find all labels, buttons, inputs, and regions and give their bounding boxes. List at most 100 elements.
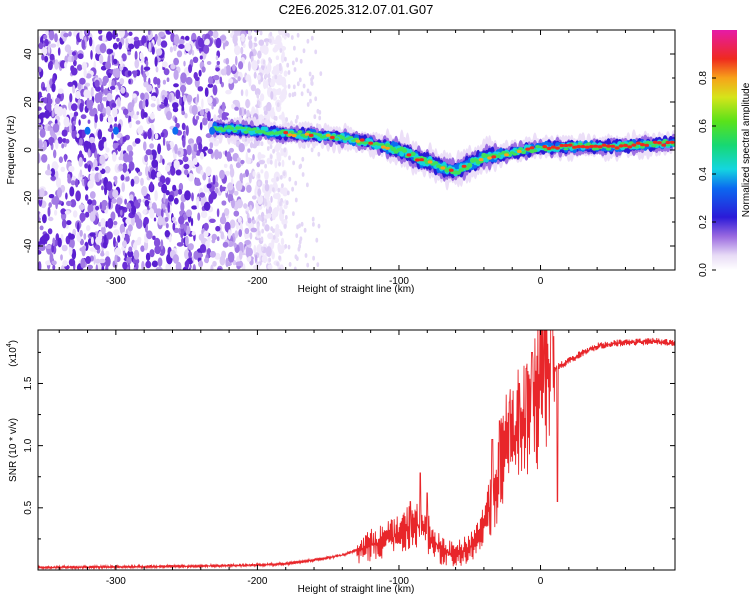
noise-speckle bbox=[166, 110, 172, 121]
noise-speckle bbox=[148, 77, 151, 86]
noise-speckle bbox=[152, 235, 156, 240]
noise-speckle bbox=[254, 36, 257, 42]
noise-speckle bbox=[264, 170, 269, 181]
noise-speckle bbox=[281, 78, 286, 87]
noise-speckle bbox=[316, 108, 320, 114]
ridge-peak bbox=[580, 145, 586, 149]
noise-speckle bbox=[90, 50, 93, 60]
noise-speckle bbox=[199, 55, 203, 60]
noise-speckle bbox=[217, 267, 222, 270]
noise-speckle bbox=[198, 142, 203, 152]
noise-speckle bbox=[272, 187, 275, 193]
noise-speckle bbox=[172, 254, 179, 264]
noise-speckle bbox=[68, 247, 73, 256]
noise-speckle bbox=[61, 143, 65, 149]
noise-speckle bbox=[234, 106, 239, 111]
noise-speckle bbox=[216, 236, 220, 242]
ridge-peak bbox=[525, 147, 531, 151]
noise-speckle bbox=[194, 181, 202, 186]
noise-speckle bbox=[154, 133, 159, 140]
noise-speckle bbox=[155, 266, 163, 270]
noise-speckle bbox=[264, 163, 267, 169]
noise-speckle bbox=[69, 186, 75, 197]
noise-speckle bbox=[317, 151, 321, 157]
ridge-peak bbox=[487, 156, 492, 160]
noise-speckle bbox=[263, 106, 267, 112]
noise-speckle bbox=[281, 111, 285, 123]
noise-speckle bbox=[90, 87, 94, 98]
noise-speckle bbox=[150, 169, 157, 180]
noise-speckle bbox=[270, 195, 273, 203]
noise-speckle bbox=[281, 183, 284, 189]
noise-speckle bbox=[240, 159, 245, 165]
noise-speckle bbox=[89, 172, 96, 183]
noise-speckle bbox=[50, 43, 57, 48]
noise-speckle bbox=[236, 199, 243, 209]
noise-speckle bbox=[144, 199, 150, 207]
noise-speckle bbox=[249, 232, 253, 240]
noise-speckle bbox=[207, 96, 213, 104]
noise-speckle bbox=[213, 74, 220, 81]
noise-speckle bbox=[169, 46, 173, 53]
noise-speckle bbox=[192, 56, 199, 63]
noise-speckle bbox=[71, 128, 77, 140]
noise-speckle bbox=[295, 233, 299, 239]
noise-speckle bbox=[87, 148, 91, 158]
noise-speckle bbox=[90, 236, 94, 245]
spectrogram-x-axis-label: Height of straight line (km) bbox=[298, 284, 415, 295]
noise-speckle bbox=[112, 151, 117, 162]
noise-speckle bbox=[284, 215, 288, 220]
noise-speckle bbox=[86, 225, 91, 232]
noise-speckle bbox=[210, 264, 214, 270]
noise-speckle bbox=[282, 187, 289, 197]
ridge-blob bbox=[577, 142, 583, 146]
noise-speckle bbox=[90, 142, 96, 154]
ridge-blob bbox=[433, 161, 439, 165]
noise-speckle bbox=[63, 32, 69, 38]
noise-speckle bbox=[48, 202, 52, 208]
noise-speckle bbox=[148, 41, 151, 53]
noise-speckle bbox=[225, 57, 230, 65]
noise-speckle bbox=[235, 55, 238, 66]
noise-speckle bbox=[277, 242, 281, 252]
noise-speckle bbox=[166, 143, 171, 151]
noise-speckle bbox=[138, 100, 144, 110]
ridge-peak bbox=[448, 168, 454, 172]
noise-speckle bbox=[48, 194, 55, 199]
noise-speckle bbox=[105, 250, 110, 257]
noise-speckle bbox=[186, 94, 193, 103]
noise-speckle bbox=[121, 136, 127, 143]
noise-speckle bbox=[156, 152, 161, 163]
noise-speckle bbox=[64, 153, 67, 162]
ridge-peak bbox=[610, 144, 616, 148]
noise-speckle bbox=[298, 77, 302, 83]
noise-speckle bbox=[133, 38, 140, 49]
noise-speckle bbox=[50, 175, 56, 181]
y-tick-label: -40 bbox=[23, 238, 34, 253]
colorbar-ticks: 0.0 0.2 0.4 0.6 0.8 bbox=[698, 71, 716, 277]
noise-speckle bbox=[184, 190, 191, 201]
noise-speckle bbox=[225, 64, 232, 76]
noise-speckle bbox=[155, 66, 159, 73]
noise-speckle bbox=[43, 34, 48, 40]
noise-speckle bbox=[173, 197, 179, 205]
noise-speckle bbox=[101, 185, 104, 191]
noise-speckle bbox=[127, 51, 131, 56]
noise-speckle bbox=[114, 177, 118, 185]
noise-speckle bbox=[282, 171, 286, 177]
ridge-peak bbox=[529, 146, 535, 150]
ridge-blob bbox=[605, 147, 612, 151]
noise-speckle bbox=[279, 175, 283, 180]
noise-speckle bbox=[215, 37, 222, 49]
noise-speckle bbox=[54, 33, 58, 43]
noise-speckle bbox=[316, 262, 320, 267]
noise-speckle bbox=[101, 266, 105, 270]
noise-speckle bbox=[143, 216, 149, 225]
noise-speckle bbox=[198, 260, 204, 268]
noise-speckle bbox=[290, 35, 294, 40]
noise-speckle bbox=[217, 191, 222, 196]
noise-speckle bbox=[143, 141, 147, 151]
noise-speckle bbox=[110, 211, 116, 221]
noise-speckle bbox=[65, 192, 68, 200]
noise-speckle bbox=[87, 199, 93, 205]
